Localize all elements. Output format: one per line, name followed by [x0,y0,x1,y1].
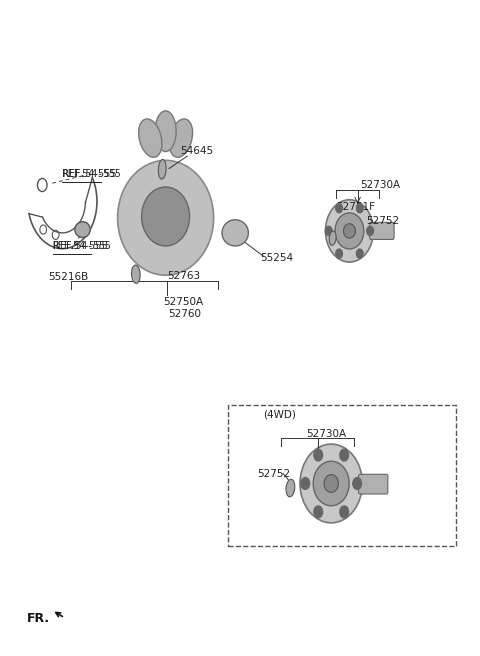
Ellipse shape [222,220,249,246]
Circle shape [301,478,310,489]
Ellipse shape [313,461,349,506]
Text: REF.54-555: REF.54-555 [62,169,121,179]
Ellipse shape [325,199,373,262]
Text: 55216B: 55216B [48,272,88,283]
FancyBboxPatch shape [359,474,388,494]
Ellipse shape [139,119,162,157]
Circle shape [356,249,363,258]
Text: 52750A: 52750A [163,297,204,307]
Text: 52751F: 52751F [336,201,375,212]
Text: FR.: FR. [26,612,49,625]
Ellipse shape [344,224,355,238]
Text: 52730A: 52730A [360,180,400,190]
Text: REF.54-555: REF.54-555 [53,241,111,251]
Ellipse shape [142,187,190,246]
Circle shape [340,449,348,461]
Ellipse shape [286,480,295,497]
Circle shape [353,478,361,489]
Circle shape [314,506,323,518]
Text: 52760: 52760 [168,309,201,319]
Ellipse shape [169,119,192,157]
Ellipse shape [300,444,362,523]
Circle shape [356,203,363,213]
Ellipse shape [118,160,214,275]
Text: REF.54-555: REF.54-555 [53,241,108,251]
Ellipse shape [132,265,140,283]
Ellipse shape [155,111,176,152]
Ellipse shape [324,475,338,492]
Text: 52752: 52752 [366,216,399,226]
Text: 54645: 54645 [180,146,213,156]
Text: (4WD): (4WD) [263,409,296,420]
Circle shape [340,506,348,518]
Ellipse shape [158,159,166,179]
Text: REF.54-555: REF.54-555 [62,169,117,179]
Ellipse shape [329,231,336,245]
Text: 52763: 52763 [167,270,200,281]
Text: 55254: 55254 [261,253,294,263]
Circle shape [367,226,373,236]
Circle shape [314,449,323,461]
Text: 52752: 52752 [257,468,290,479]
Ellipse shape [335,213,364,249]
Circle shape [325,226,332,236]
Circle shape [336,203,343,213]
Bar [228,405,456,546]
FancyBboxPatch shape [370,222,394,239]
Ellipse shape [75,222,90,237]
Text: 52730A: 52730A [306,429,347,440]
Circle shape [336,249,342,258]
